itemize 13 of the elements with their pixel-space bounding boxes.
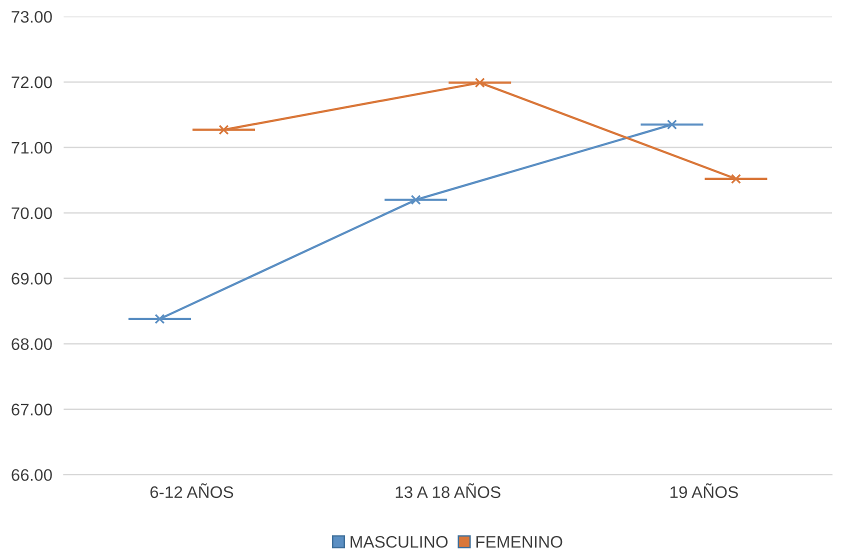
x-tick-label: 19 AÑOS	[670, 483, 738, 498]
y-tick-label: 72.00	[12, 76, 52, 88]
x-tick-label: 6-12 AÑOS	[150, 483, 234, 498]
y-tick-label: 68.00	[12, 338, 52, 350]
y-tick-label: 67.00	[12, 404, 52, 416]
y-tick-label: 66.00	[12, 469, 52, 481]
x-tick-label: 13 A 18 AÑOS	[396, 483, 500, 498]
y-tick-label: 73.00	[12, 10, 52, 23]
y-tick-label: 70.00	[12, 207, 52, 220]
y-tick-label: 69.00	[12, 272, 52, 285]
y-tick-label: 71.00	[12, 142, 52, 154]
legend-label: FEMENINO	[476, 536, 562, 548]
legend-label: MASCULINO	[350, 536, 448, 548]
